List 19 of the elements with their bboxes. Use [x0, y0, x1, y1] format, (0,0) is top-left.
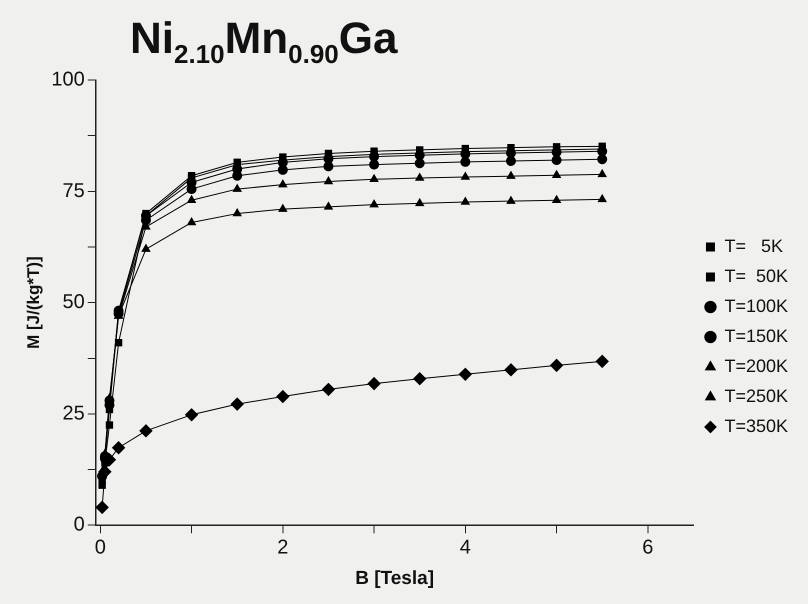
y-tick-label: 75 — [62, 180, 85, 202]
x-tick-label: 4 — [460, 536, 471, 559]
legend-label: T=350K — [724, 416, 788, 436]
y-tick-label: 25 — [62, 402, 85, 424]
x-axis-title: B [Tesla] — [355, 568, 434, 589]
chart-title: Ni$_{2.10}$Mn$_{0.90}$Ga — [130, 14, 398, 70]
legend-label: T=250K — [724, 386, 788, 406]
x-tick-label: 0 — [94, 536, 106, 559]
legend-label: T= 5K — [724, 236, 783, 256]
legend-label: T=150K — [724, 326, 788, 346]
legend-label: T=100K — [724, 296, 788, 316]
x-tick-label: 2 — [277, 536, 288, 559]
y-axis-title: M [J/(kg*T)] — [24, 256, 43, 349]
y-tick-label: 100 — [51, 68, 85, 91]
legend-label: T=200K — [724, 356, 788, 376]
y-tick-label: 0 — [74, 514, 85, 536]
y-tick-label: 50 — [62, 291, 85, 314]
x-tick-label: 6 — [642, 536, 654, 559]
legend-label: T= 50K — [724, 266, 788, 286]
